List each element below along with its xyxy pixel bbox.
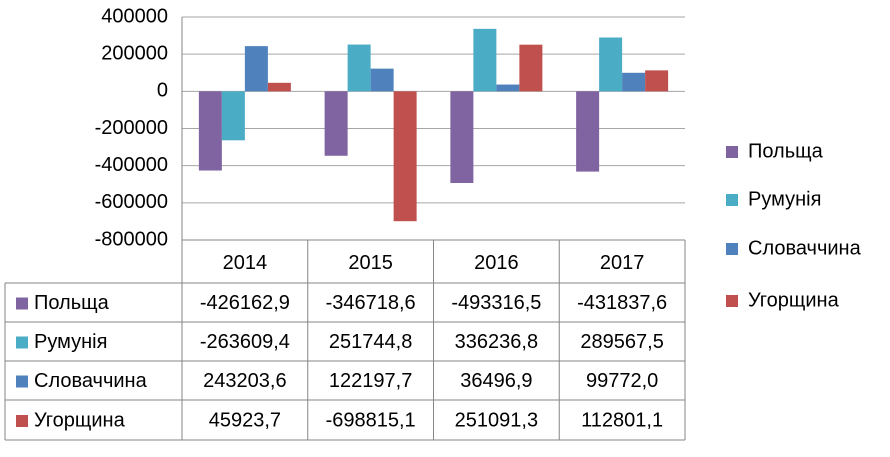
legend-label: Польща [748,140,824,162]
table-cell: 251744,8 [329,331,412,353]
legend-key [726,243,738,255]
table-cell: -263609,4 [200,331,290,353]
table-key [16,375,28,388]
bar [370,68,394,92]
bar [198,91,222,171]
y-tick-label: -400000 [95,154,168,176]
table-cell: 112801,1 [581,409,663,431]
bar [347,44,371,92]
table-row-label: Словаччина [34,370,148,392]
table-cell: -426162,9 [200,292,290,314]
table-cell: 99772,0 [586,370,658,392]
y-tick-label: 0 [157,80,168,102]
table-cell: 336236,8 [455,331,538,353]
bar [244,46,268,92]
table-cell: 122197,7 [329,370,412,392]
y-tick-label: -600000 [95,191,168,213]
bar [473,28,497,92]
y-tick-label: -200000 [95,117,168,139]
bar [267,82,291,92]
table-cell: 243203,6 [203,370,286,392]
y-tick-label: 400000 [101,5,168,27]
bar [519,44,543,92]
table-key [16,336,28,349]
table-key [16,297,28,310]
legend-key [726,146,738,158]
legend-label: Словаччина [748,237,862,259]
x-tick-label: 2015 [348,252,393,274]
table-key [16,415,28,427]
bar [324,91,348,156]
table-cell: -493316,5 [451,292,541,314]
bar [450,91,474,184]
legend-label: Угорщина [748,289,840,311]
bar [393,91,417,222]
y-tick-label: -800000 [95,228,168,250]
legend-label: Румунія [748,188,821,210]
table-row-label: Румунія [34,331,107,353]
table-cell: 289567,5 [580,331,663,353]
legend-key [726,194,738,206]
bar [221,91,245,141]
bar [496,84,520,92]
table-cell: 36496,9 [460,370,532,392]
table-row-label: Польща [34,292,110,314]
table-cell: -346718,6 [326,292,416,314]
x-tick-label: 2016 [474,252,519,274]
bar [645,70,669,92]
table-cell: -431837,6 [577,292,667,314]
bar [576,91,600,172]
legend-key [726,295,738,307]
bar [599,37,623,92]
table-cell: 251091,3 [455,409,538,431]
bar [622,72,646,92]
y-tick-label: 200000 [101,42,168,64]
x-tick-label: 2017 [600,252,645,274]
table-cell: -698815,1 [326,409,416,431]
table-row-label: Угорщина [34,409,126,431]
table-cell: 45923,7 [209,409,281,431]
x-tick-label: 2014 [223,252,268,274]
